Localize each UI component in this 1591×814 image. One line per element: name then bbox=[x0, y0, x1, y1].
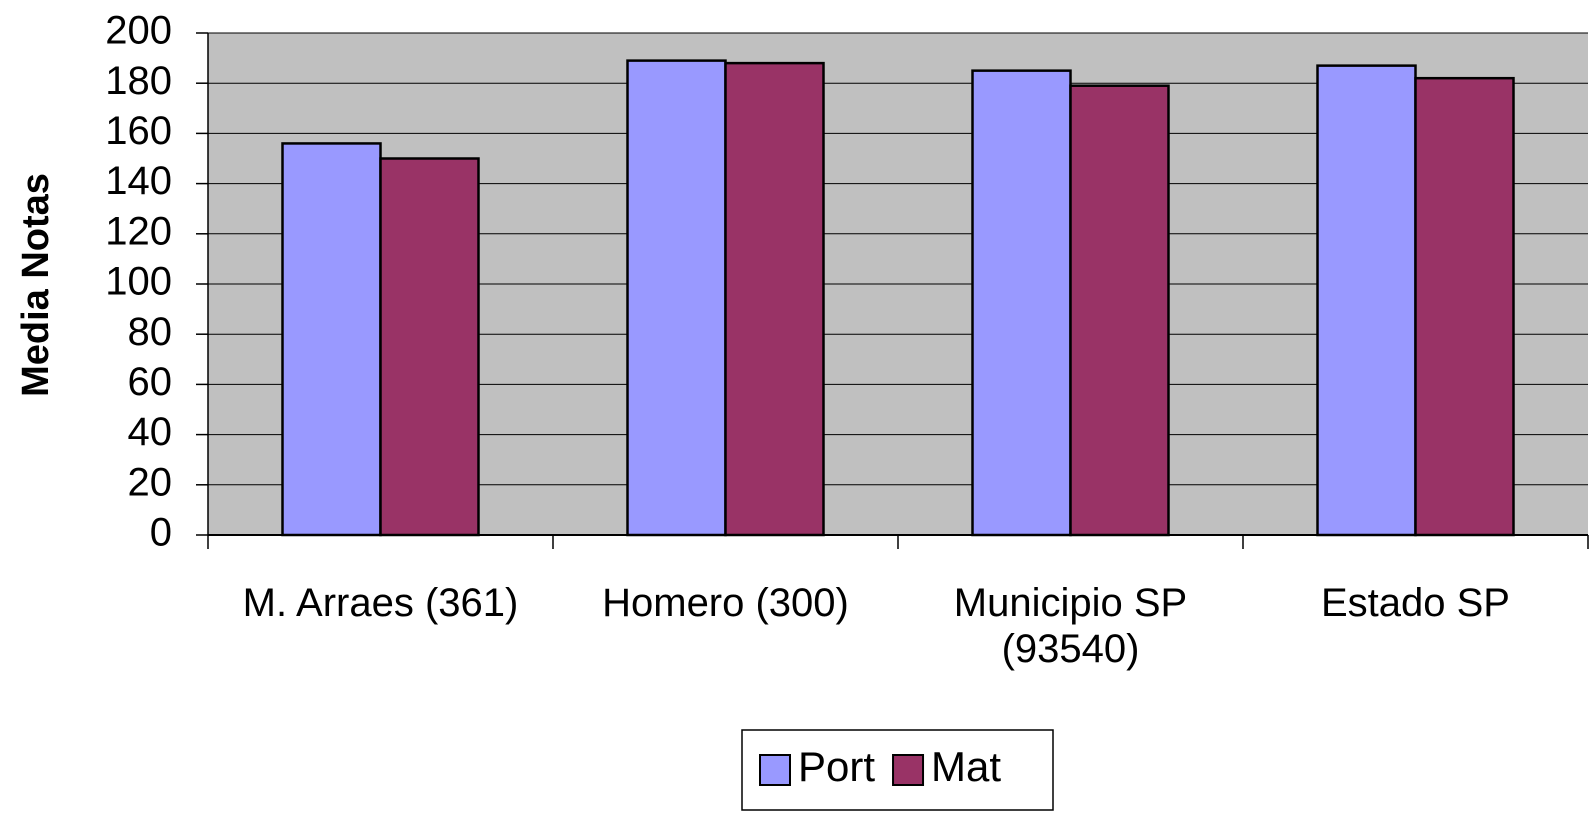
y-axis-label: Media Notas bbox=[15, 173, 57, 397]
y-tick-label: 200 bbox=[105, 9, 172, 53]
bar bbox=[1069, 84, 1170, 537]
bar bbox=[626, 59, 727, 537]
x-tick-label: M. Arraes (361) bbox=[242, 581, 519, 625]
y-tick-label: 180 bbox=[105, 59, 172, 103]
bar bbox=[971, 69, 1072, 537]
legend-swatch bbox=[759, 754, 791, 786]
y-tick-label: 120 bbox=[105, 209, 172, 253]
y-tick-label: 60 bbox=[128, 360, 173, 404]
y-tick-label: 160 bbox=[105, 109, 172, 153]
legend-label: Port bbox=[798, 743, 875, 790]
y-tick-label: 0 bbox=[150, 511, 172, 555]
bar bbox=[1414, 76, 1515, 537]
bar bbox=[379, 157, 480, 537]
y-tick-label: 80 bbox=[128, 310, 173, 354]
bar bbox=[1316, 64, 1417, 537]
legend-label: Mat bbox=[931, 743, 1001, 790]
legend: Port Mat bbox=[741, 729, 1054, 811]
y-tick-label: 140 bbox=[105, 159, 172, 203]
y-tick-label: 40 bbox=[128, 410, 173, 454]
bar bbox=[281, 142, 382, 537]
y-tick-label: 100 bbox=[105, 260, 172, 304]
x-tick-label: Homero (300) bbox=[602, 581, 849, 625]
bar bbox=[724, 61, 825, 537]
legend-swatch bbox=[892, 754, 925, 786]
x-tick-label: Municipio SP (93540) bbox=[953, 581, 1188, 671]
y-tick-label: 20 bbox=[128, 460, 173, 504]
x-tick-label: Estado SP bbox=[1320, 581, 1510, 625]
